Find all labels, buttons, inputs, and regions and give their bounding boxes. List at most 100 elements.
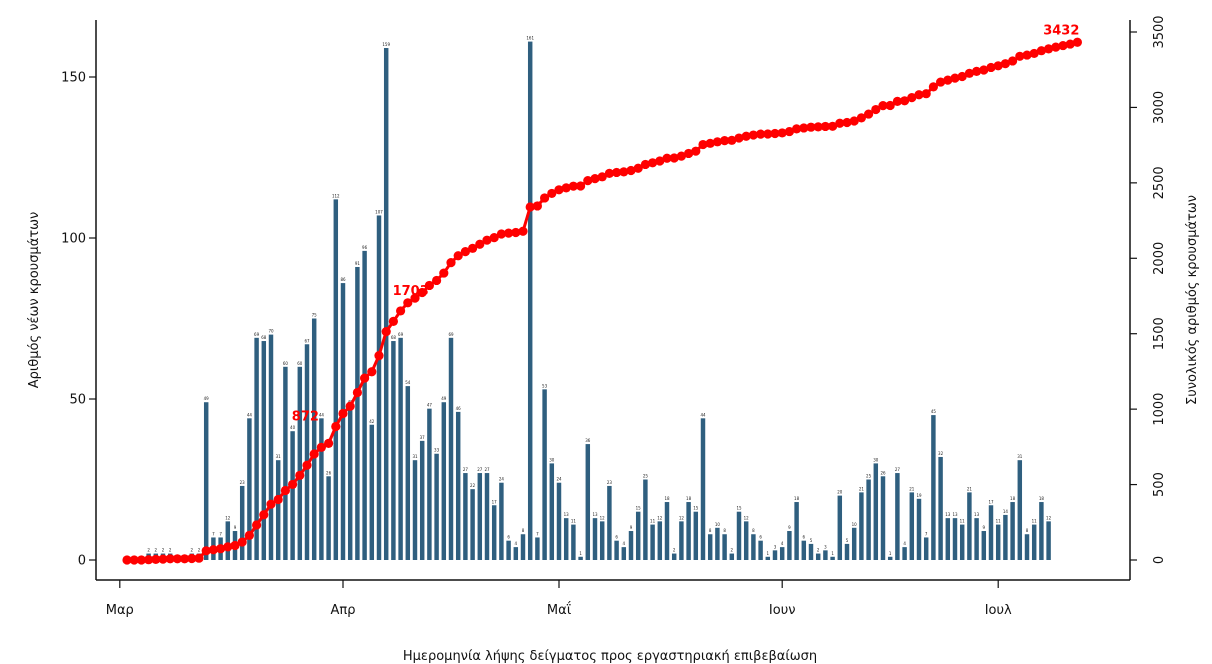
bar-value-label: 22 [470,483,476,488]
bar [311,318,317,560]
bar [527,41,533,560]
bar [355,266,360,560]
bar [398,337,403,560]
bar-value-label: 4 [515,541,518,546]
x-tick-label: Απρ [331,603,356,618]
cumulative-point [288,479,298,490]
cumulative-point [885,100,895,111]
bar-value-label: 4 [623,541,626,546]
cumulative-point [540,193,550,203]
bar-value-label: 21 [967,486,973,491]
cumulative-point [475,239,485,249]
bar [333,199,339,561]
cumulative-point [410,293,420,303]
cumulative-point [367,367,377,377]
bar [729,553,735,560]
bar [405,386,411,560]
cumulative-point [590,174,600,184]
bar [1046,521,1051,560]
bar-value-label: 2 [191,548,194,553]
bar-value-label: 8 [1026,528,1029,533]
cumulative-point [482,235,492,245]
cumulative-point [417,287,427,298]
bar [614,540,619,560]
bar [715,527,720,560]
bar [491,505,497,560]
bar-value-label: 12 [600,515,606,520]
y2-tick-label: 1000 [1152,393,1167,426]
bar-value-label: 18 [1039,496,1045,501]
bar [952,518,958,560]
bar [1031,524,1037,560]
cumulative-point [842,117,852,128]
cumulative-point [684,148,694,159]
bar-value-label: 23 [240,480,246,485]
cumulative-point [144,555,154,565]
cumulative-point [943,75,953,85]
cumulative-point [1065,39,1075,49]
cumulative-point [1051,42,1061,52]
cumulative-point [813,122,823,132]
bar-value-label: 13 [592,512,598,517]
bar-value-label: 4 [781,541,784,546]
bar-value-label: 11 [1032,519,1038,524]
cumulative-point [122,555,132,565]
cumulative-point [388,316,398,326]
bar-value-label: 1 [767,551,770,556]
bar [938,456,943,560]
cumulative-point [669,153,679,163]
cumulative-point [201,546,211,556]
bar-value-label: 17 [492,499,498,504]
bar-value-label: 8 [752,528,755,533]
bar [967,492,972,560]
bar [981,531,987,560]
bar-value-label: 13 [952,512,958,517]
bar [686,502,691,560]
cumulative-point [1029,48,1039,59]
bar-value-label: 32 [938,451,944,456]
bar-value-label: 112 [332,193,340,198]
bar-value-label: 11 [960,519,966,524]
y2-tick-label: 2500 [1152,166,1167,199]
bar [779,547,785,560]
bar [599,521,605,560]
bar-value-label: 36 [585,438,591,443]
cumulative-point [576,181,586,191]
bar [499,482,504,560]
cumulative-point [453,251,463,261]
cumulative-value-label: 3432 [1043,23,1079,38]
cumulative-point [806,122,816,132]
bar-value-label: 9 [234,525,237,530]
bar-value-label: 9 [983,525,986,530]
cumulative-point [316,442,326,452]
bar [419,440,425,560]
bar-value-label: 53 [542,383,548,388]
bar-value-label: 25 [866,474,872,479]
bar [578,556,583,560]
bar-labels-group: 2222002249771292344696870316040606775442… [147,36,1051,559]
bar-value-label: 96 [362,245,368,250]
cumulative-point [259,510,269,520]
bar-value-label: 11 [571,519,577,524]
bar [470,489,475,560]
bar-value-label: 75 [312,313,318,318]
cumulative-point [691,146,701,156]
bar-value-label: 60 [297,361,303,366]
y-tick-label: 100 [61,232,86,247]
cumulative-point [532,201,543,211]
bar [995,524,1001,560]
bar [254,337,259,560]
cumulative-point [1044,44,1054,54]
bar [880,476,886,560]
cumulative-point [338,408,348,419]
cumulative-point [230,540,240,551]
bar [931,415,936,560]
cumulative-point [597,172,607,182]
bar [383,48,389,561]
cumulative-point [727,135,737,145]
bar-value-label: 10 [852,522,858,527]
bar [441,402,447,560]
cumulative-point [374,350,384,361]
bar [463,473,468,560]
